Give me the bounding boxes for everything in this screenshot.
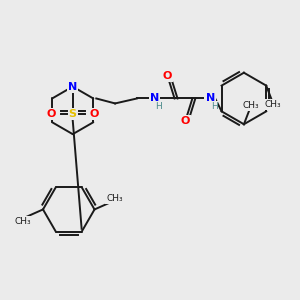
Text: O: O: [90, 109, 99, 119]
Text: N: N: [68, 82, 77, 92]
Text: O: O: [181, 116, 190, 126]
Text: S: S: [69, 109, 77, 119]
Text: CH₃: CH₃: [106, 194, 123, 203]
Text: N: N: [206, 94, 215, 103]
Text: CH₃: CH₃: [265, 100, 281, 109]
Text: N: N: [150, 94, 159, 103]
Text: O: O: [46, 109, 56, 119]
Text: CH₃: CH₃: [15, 217, 31, 226]
Text: CH₃: CH₃: [242, 101, 259, 110]
Text: H: H: [155, 102, 162, 111]
Text: O: O: [163, 71, 172, 81]
Text: H: H: [211, 102, 217, 111]
